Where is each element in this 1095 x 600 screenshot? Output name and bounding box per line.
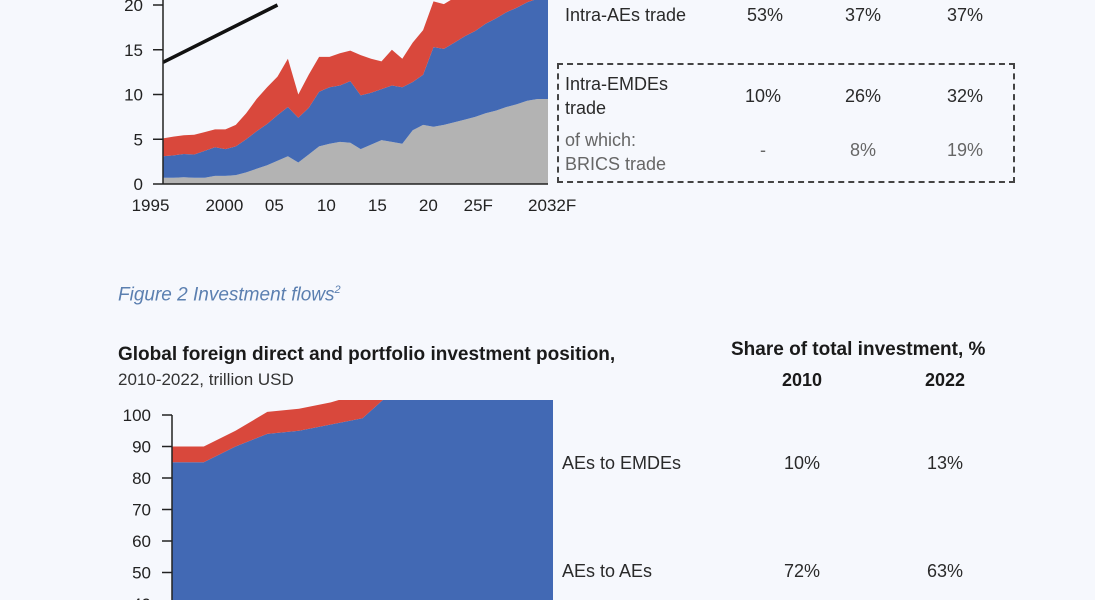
y-tick-label: 100	[123, 406, 151, 425]
row-brics-v1: -	[760, 140, 766, 160]
area-intra-aes-trade	[163, 0, 548, 178]
y-tick-label: 20	[124, 0, 143, 15]
row-aes-emdes-2010: 10%	[783, 453, 821, 473]
x-tick-label: 20	[419, 196, 438, 215]
area-aes-to-aes	[172, 400, 553, 600]
figure2-title: Figure 2 Investment flows2	[118, 284, 341, 306]
row-aes-aes-2010: 72%	[783, 561, 821, 581]
row-brics-v2: 8%	[849, 140, 876, 160]
x-tick-label: 10	[317, 196, 336, 215]
row-brics-v3: 19%	[946, 140, 984, 160]
y-tick-label: 80	[132, 469, 151, 488]
figure2-title-text: Figure 2 Investment flows	[118, 284, 335, 306]
row-intra-emdes-v3: 32%	[946, 86, 984, 106]
area-aes-to-emdes	[172, 400, 383, 463]
y-tick-label: 60	[132, 532, 151, 551]
x-tick-label: 1995	[132, 196, 170, 215]
x-tick-label: 05	[265, 196, 284, 215]
investment-chart: 40 50 60 70 80 90 100	[123, 400, 553, 600]
row-intra-aes-v3: 37%	[946, 5, 984, 25]
figure2-footnote-marker: 2	[334, 284, 341, 296]
row-brics-label: of which: BRICS trade	[565, 130, 667, 174]
area-other-trade	[163, 0, 534, 157]
row-aes-emdes-2022: 13%	[926, 453, 964, 473]
y-tick-label: 0	[134, 175, 143, 194]
y-tick-label: 15	[124, 41, 143, 60]
row-intra-emdes-v2: 26%	[844, 86, 882, 106]
x-tick-label: 2032F	[528, 196, 576, 215]
y-tick-label: 5	[134, 130, 143, 149]
row-intra-aes-label: Intra-AEs trade	[565, 5, 687, 25]
share-heading: Share of total investment, %	[731, 339, 986, 360]
row-intra-aes-v2: 37%	[844, 5, 882, 25]
year-2022-heading: 2022	[924, 370, 966, 390]
row-aes-emdes-label: AEs to EMDEs	[562, 453, 682, 473]
row-aes-aes-label: AEs to AEs	[562, 561, 653, 581]
row-intra-emdes-v1: 10%	[744, 86, 782, 106]
trend-line	[163, 3, 279, 64]
row-intra-emdes-label: Intra-EMDEs trade	[565, 74, 669, 118]
x-tick-label: 25F	[464, 196, 493, 215]
y-tick-label: 40	[132, 595, 151, 600]
row-intra-aes-v1: 53%	[746, 5, 784, 25]
x-tick-label: 15	[368, 196, 387, 215]
figure2-heading: Global foreign direct and portfolio inve…	[118, 344, 616, 365]
area-intra-emdes-trade	[163, 99, 548, 184]
emdes-dashed-box	[557, 63, 1015, 183]
x-tick-label: 2000	[205, 196, 243, 215]
y-tick-label: 50	[132, 564, 151, 583]
y-tick-label: 10	[124, 86, 143, 105]
y-tick-label: 90	[132, 438, 151, 457]
year-2010-heading: 2010	[781, 370, 823, 390]
y-tick-label: 70	[132, 501, 151, 520]
figure2-subheading: 2010-2022, trillion USD	[118, 370, 294, 389]
row-aes-aes-2022: 63%	[926, 561, 964, 581]
